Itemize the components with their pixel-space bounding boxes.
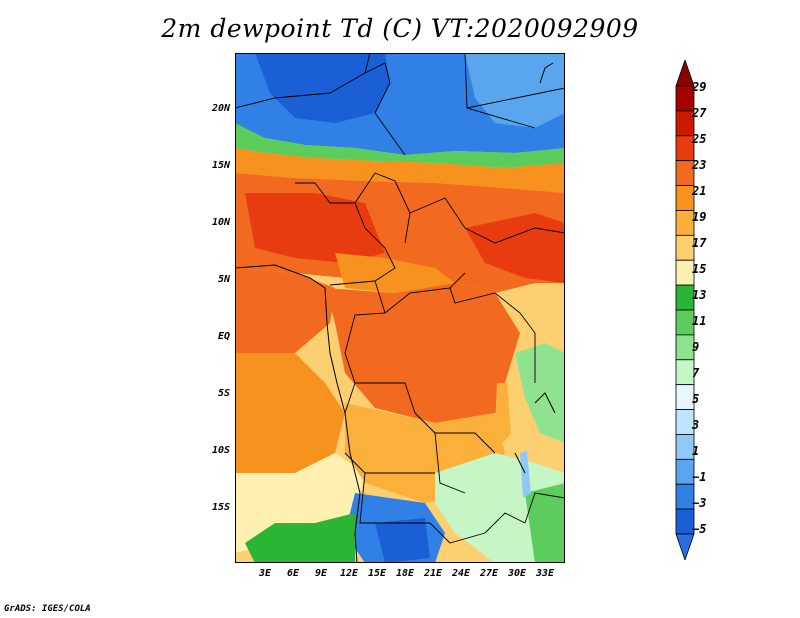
sahel-transition — [235, 123, 565, 168]
colorbar-label: 3 — [692, 418, 700, 432]
colorbar-label: 1 — [692, 444, 700, 458]
sudan-humid — [465, 213, 565, 283]
lon-label: 21E — [423, 568, 443, 579]
congo-basin — [325, 283, 535, 423]
lon-label: 9E — [314, 568, 328, 579]
lon-label: 15E — [367, 568, 387, 579]
colorbar-label: 7 — [692, 366, 700, 380]
colorbar-label: 13 — [692, 288, 707, 302]
colorbar-label: 11 — [692, 314, 707, 328]
lat-label: EQ — [217, 331, 230, 342]
gulf-of-guinea — [235, 268, 335, 363]
colorbar-label: −3 — [692, 496, 707, 510]
lake-malawi — [520, 451, 531, 498]
colorbar-label: −1 — [692, 470, 707, 484]
lon-label: 12E — [339, 568, 359, 579]
atlantic-equatorial — [235, 353, 345, 483]
colorbar-label: −5 — [692, 522, 707, 536]
lat-label: 10S — [211, 445, 230, 456]
colorbar-label: 15 — [692, 262, 707, 276]
lon-label: 27E — [479, 568, 499, 579]
colorbar-label: 9 — [692, 340, 700, 354]
lon-label: 30E — [507, 568, 527, 579]
country-borders — [235, 53, 565, 544]
colorbar-bottom-arrow — [675, 533, 695, 560]
lat-label: 10N — [211, 217, 230, 228]
colorbar-label: 5 — [692, 392, 700, 406]
lon-label: 3E — [258, 568, 272, 579]
colorbar-label: 29 — [692, 80, 707, 94]
lat-label: 5N — [217, 274, 230, 285]
coastlines — [235, 62, 556, 563]
lat-label: 20N — [211, 103, 230, 114]
lon-label: 18E — [395, 568, 415, 579]
lat-label: 15N — [211, 160, 230, 171]
colorbar-label: 23 — [692, 158, 707, 172]
colorbar-label: 19 — [692, 210, 707, 224]
nigeria-cameroon-humid — [245, 193, 385, 263]
southwest-coast-green — [245, 513, 355, 563]
lake-tanganyika — [495, 383, 511, 443]
libya-egypt-dry — [465, 53, 565, 128]
central-africa-moderate — [335, 253, 455, 293]
grads-credit: GrADS: IGES/COLA — [4, 604, 91, 614]
colorbar-label: 21 — [692, 184, 707, 198]
east-africa-green — [515, 343, 565, 443]
colorbar-label: 27 — [692, 106, 707, 120]
lat-label: 15S — [211, 502, 230, 513]
lat-label: 5S — [217, 388, 230, 399]
colorbar-label: 17 — [692, 236, 707, 250]
mozambique-green — [525, 483, 565, 563]
map-title: 2m dewpoint Td (C) VT:2020092909 — [161, 14, 639, 43]
colorbar-label: 25 — [692, 132, 707, 146]
dewpoint-map — [235, 53, 565, 563]
lon-label: 33E — [535, 568, 555, 579]
kalahari-very-dry — [375, 518, 430, 563]
colorbar — [675, 60, 695, 560]
lon-label: 6E — [286, 568, 300, 579]
sahara-deep-dry — [255, 53, 390, 123]
sahel-band — [235, 148, 565, 193]
lon-label: 24E — [451, 568, 471, 579]
map-frame — [235, 53, 565, 563]
